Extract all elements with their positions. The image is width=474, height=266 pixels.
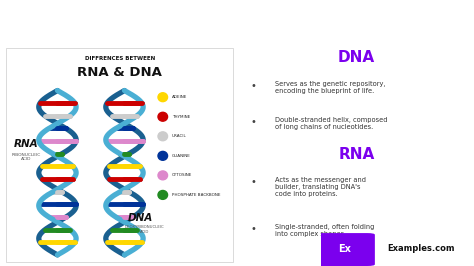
Text: •: • (251, 224, 256, 234)
Text: Ex: Ex (338, 244, 351, 254)
Circle shape (158, 190, 168, 200)
Text: PHOSPHATE BACKBONE: PHOSPHATE BACKBONE (172, 193, 220, 197)
Text: Single-stranded, often folding
into complex shapes.: Single-stranded, often folding into comp… (274, 224, 374, 237)
Circle shape (158, 112, 168, 121)
Text: THYMINE: THYMINE (172, 115, 190, 119)
FancyBboxPatch shape (314, 233, 375, 266)
Text: CYTOSINE: CYTOSINE (172, 173, 192, 177)
Circle shape (158, 171, 168, 180)
Text: DIFFRENCES BETWEEN: DIFFRENCES BETWEEN (84, 56, 155, 61)
Text: Double-stranded helix, composed
of long chains of nucleotides.: Double-stranded helix, composed of long … (274, 117, 387, 130)
Circle shape (158, 151, 168, 160)
Text: Examples.com: Examples.com (387, 244, 455, 253)
Text: Serves as the genetic repository,
encoding the blueprint of life.: Serves as the genetic repository, encodi… (274, 81, 385, 94)
Text: RNA: RNA (14, 139, 39, 149)
Text: RNA: RNA (338, 147, 375, 163)
Circle shape (158, 132, 168, 141)
Text: Acts as the messenger and
builder, translating DNA's
code into proteins.: Acts as the messenger and builder, trans… (274, 177, 365, 197)
Text: DEOXYRIBONUCLEIC
ACID: DEOXYRIBONUCLEIC ACID (125, 225, 164, 234)
FancyBboxPatch shape (6, 48, 233, 261)
Text: GUANINE: GUANINE (172, 154, 191, 158)
Circle shape (158, 93, 168, 102)
Text: RIBONUCLEIC
ACID: RIBONUCLEIC ACID (12, 153, 41, 161)
Text: RNA & DNA: RNA & DNA (77, 66, 162, 79)
Text: •: • (251, 177, 256, 187)
Text: ADEINE: ADEINE (172, 95, 187, 99)
Text: •: • (251, 117, 256, 127)
Text: •: • (251, 81, 256, 90)
Text: DNA vs RNA: DNA vs RNA (153, 10, 321, 34)
Text: URACIL: URACIL (172, 134, 187, 138)
Text: DNA: DNA (338, 50, 375, 65)
Text: DNA: DNA (128, 213, 153, 223)
